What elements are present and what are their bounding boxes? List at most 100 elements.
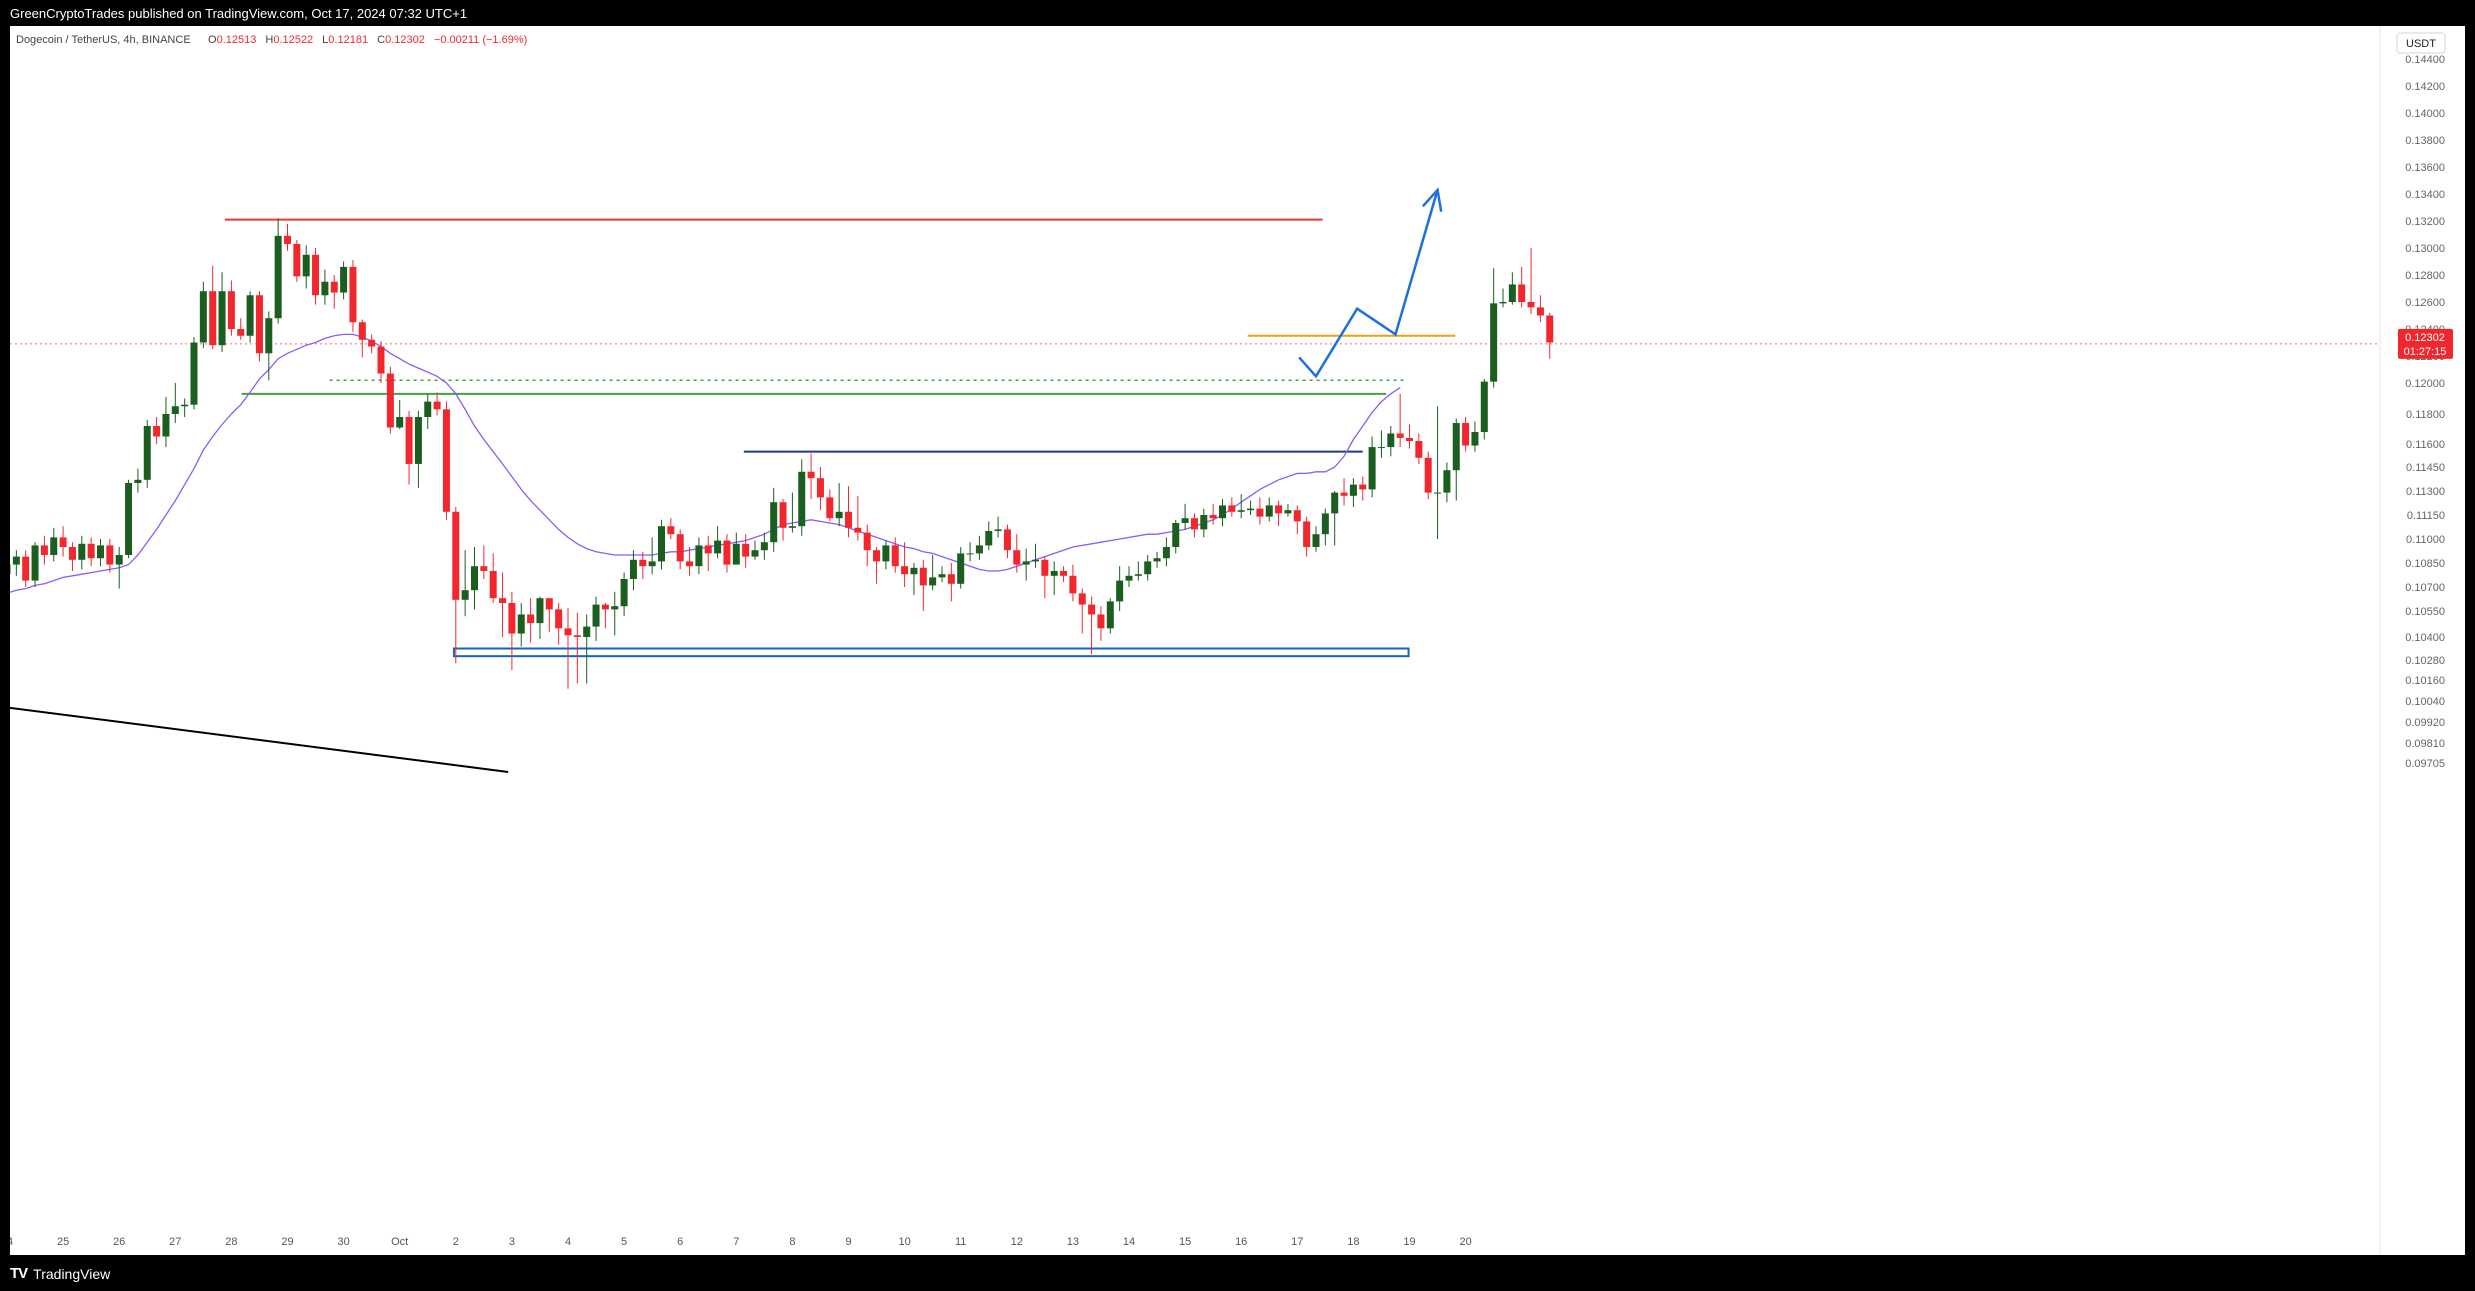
candle <box>891 537 899 573</box>
candle-body <box>854 527 862 533</box>
candle-body <box>994 529 1002 531</box>
candle <box>1097 606 1105 641</box>
chart-canvas[interactable]: 0.14400 0.14200 0.14000 0.13800 0.13600 0.134… <box>0 26 2465 1255</box>
candle-body <box>87 543 95 559</box>
candle <box>31 542 39 587</box>
candle-body <box>1359 484 1367 490</box>
candle <box>910 563 918 595</box>
candle <box>340 261 348 300</box>
candle <box>938 566 946 583</box>
candle-body <box>1462 423 1470 446</box>
candle <box>695 537 703 575</box>
currency-badge-label: USDT <box>2406 38 2436 50</box>
candle-body <box>947 574 955 584</box>
candle-body <box>732 543 740 565</box>
candle-body <box>1546 315 1554 343</box>
candle <box>153 417 161 444</box>
candle-body <box>143 426 151 480</box>
y-tick-label: 0.13200 <box>2405 216 2445 228</box>
candle <box>405 410 413 485</box>
x-tick-label: 30 <box>337 1236 349 1248</box>
candle-body <box>807 471 815 479</box>
candle <box>125 479 133 559</box>
candle-body <box>882 545 890 562</box>
candle-body <box>975 545 983 554</box>
candle-body <box>1022 561 1030 565</box>
candle-body <box>1153 558 1161 562</box>
candle <box>1172 519 1180 554</box>
candle-body <box>601 604 609 610</box>
candle <box>1116 566 1124 611</box>
candle <box>1499 288 1507 308</box>
candle <box>1321 508 1329 546</box>
candle <box>1546 312 1554 359</box>
candle <box>265 311 273 381</box>
candle <box>508 591 516 670</box>
candle <box>209 265 217 350</box>
candle <box>723 534 731 573</box>
candle <box>218 272 226 352</box>
x-tick-label: 6 <box>677 1236 683 1248</box>
candle <box>620 572 628 617</box>
candle <box>50 527 58 562</box>
candle <box>414 410 422 488</box>
candle <box>975 535 983 560</box>
y-tick-label: 0.11450 <box>2406 462 2445 474</box>
candle <box>704 535 712 571</box>
candle-body <box>527 614 535 624</box>
y-tick-label: 0.10700 <box>2405 582 2445 594</box>
candle <box>1237 494 1245 519</box>
x-tick-label: 27 <box>169 1236 181 1248</box>
candle-body <box>564 628 572 636</box>
candle <box>1377 430 1385 458</box>
close-label: C <box>377 34 385 46</box>
candle <box>1293 505 1301 535</box>
candle-body <box>1443 470 1451 493</box>
x-tick-label: 28 <box>225 1236 237 1248</box>
candle-body <box>1125 575 1133 581</box>
candle <box>386 366 394 434</box>
candle <box>873 547 881 584</box>
candle-body <box>153 426 161 437</box>
candle <box>1340 478 1348 506</box>
candle <box>555 603 563 645</box>
candle-body <box>78 543 86 560</box>
x-tick-label: 19 <box>1403 1236 1415 1248</box>
tradingview-brand[interactable]: TV TradingView <box>10 1265 110 1282</box>
x-tick-label: 20 <box>1459 1236 1471 1248</box>
x-tick-label: 26 <box>113 1236 125 1248</box>
candle-body <box>1209 515 1217 519</box>
publish-bar: GreenCryptoTrades published on TradingVi… <box>0 0 2475 26</box>
candle-body <box>480 566 488 571</box>
candle <box>966 542 974 562</box>
candle <box>499 572 507 637</box>
candle-body <box>863 532 871 551</box>
candle <box>929 555 937 591</box>
candle <box>835 483 843 527</box>
candle <box>1527 248 1535 315</box>
candle-body <box>826 497 834 519</box>
candle-body <box>1088 604 1096 615</box>
candle <box>601 603 609 629</box>
candle <box>798 459 806 536</box>
candle <box>97 539 104 567</box>
candle <box>788 492 796 533</box>
candle <box>171 383 179 423</box>
y-tick-label: 0.11300 <box>2406 486 2445 498</box>
demand-zone-box <box>452 647 1410 658</box>
y-tick-label: 0.09810 <box>2405 738 2445 750</box>
projection-arrowhead <box>1421 187 1443 212</box>
candle <box>1060 566 1068 583</box>
candle-body <box>714 540 722 554</box>
candle-body <box>1527 302 1535 308</box>
candle <box>1228 497 1236 517</box>
candle <box>676 529 684 570</box>
candle-body <box>1219 505 1226 519</box>
candle-body <box>1181 518 1189 523</box>
candle-body <box>1303 521 1311 547</box>
currency-badge[interactable]: USDT <box>2396 32 2446 54</box>
x-tick-label: 24 <box>10 1236 13 1248</box>
candle <box>115 547 123 589</box>
candle <box>1284 503 1292 517</box>
chart-area[interactable]: 0.14400 0.14200 0.14000 0.13800 0.13600 0.134… <box>0 26 2465 1255</box>
